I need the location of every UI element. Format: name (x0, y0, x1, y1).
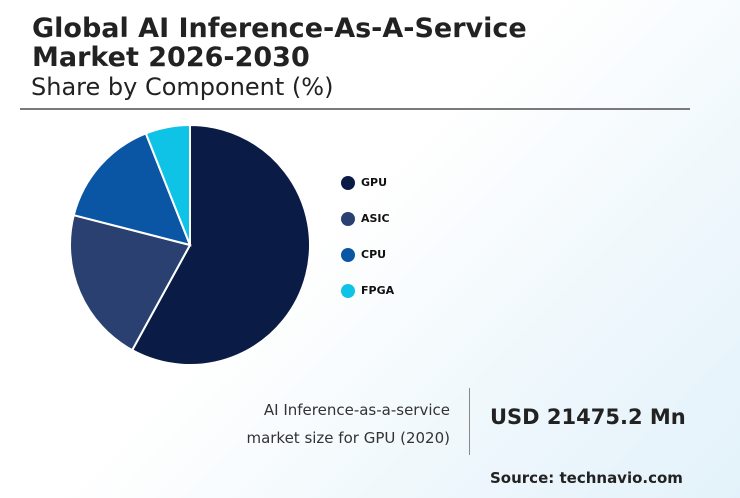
legend-label: CPU (361, 248, 387, 261)
caption-line-1: AI Inference-as-a-service (263, 401, 450, 419)
footer-divider (469, 388, 470, 455)
chart-title: Global AI Inference-As-A-Service Market … (32, 13, 527, 73)
market-size-value: USD 21475.2 Mn (490, 405, 686, 429)
legend-swatch (341, 212, 355, 226)
legend-swatch (341, 248, 355, 262)
legend-swatch (341, 176, 355, 190)
pie-slice-gpu (130, 123, 311, 366)
pie-chart (69, 123, 311, 366)
legend-label: FPGA (361, 284, 395, 297)
pie-slice-fpga (144, 123, 191, 246)
chart-subtitle: Share by Component (%) (31, 73, 334, 101)
caption-line-2: market size for GPU (2020) (246, 429, 450, 447)
market-size-caption: AI Inference-as-a-service market size fo… (246, 396, 450, 452)
pie-slice-asic (69, 213, 192, 352)
title-divider (20, 108, 690, 110)
source-text: Source: technavio.com (490, 469, 683, 487)
pie-slice-cpu (72, 132, 192, 247)
legend-swatch (341, 284, 355, 298)
legend-label: ASIC (361, 212, 390, 225)
legend-label: GPU (361, 176, 388, 189)
